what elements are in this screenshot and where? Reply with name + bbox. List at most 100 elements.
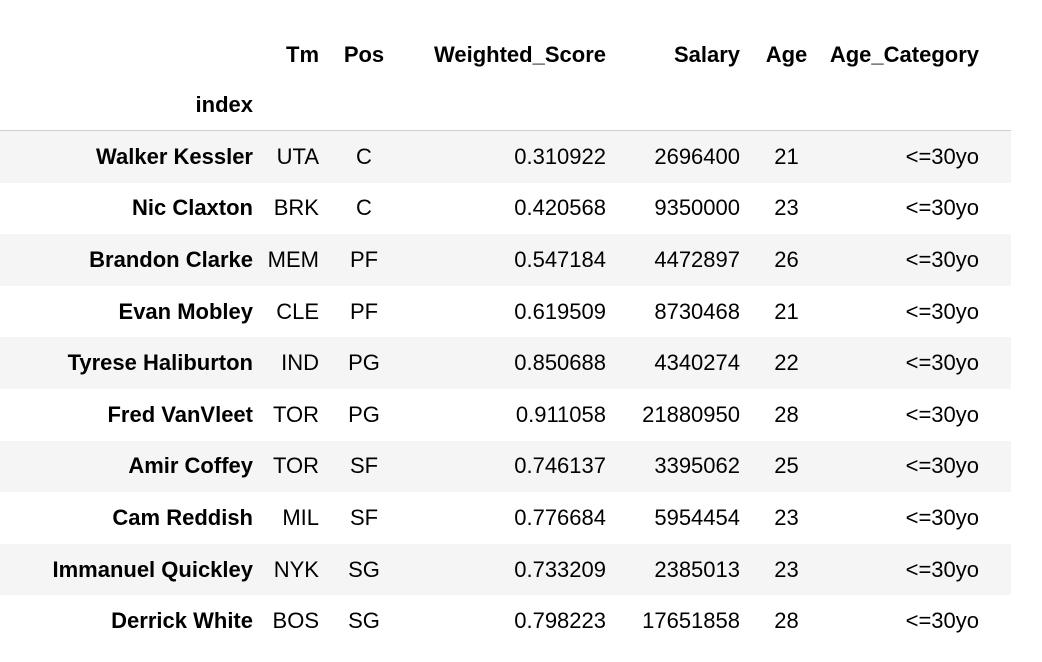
cell-tm: BRK [273,195,319,221]
row-index-label: Brandon Clarke [89,246,253,272]
index-header-empty [397,80,614,131]
cell-salary: 9350000 [654,195,740,221]
cell-tm: UTA [276,143,319,169]
table-row: Nic Claxton BRK C 0.420568 9350000 23 <=30yo [0,182,1011,235]
cell-age: 23 [774,556,799,582]
index-header-empty [752,80,821,131]
column-header-row: Tm Pos Weighted_Score Salary Age Age_Cat… [0,30,1011,80]
cell-salary: 4340274 [654,350,740,376]
row-index-label: Evan Mobley [118,298,253,324]
cell-salary: 21880950 [642,401,740,427]
cell-age-category: <=30yo [905,195,979,221]
cell-tm: IND [281,350,319,376]
cell-pos: C [356,143,372,169]
cell-pos: SG [348,608,380,634]
cell-weighted-score: 0.547184 [514,246,606,272]
cell-salary: 3395062 [654,453,740,479]
cell-weighted-score: 0.310922 [514,143,606,169]
cell-age-category: <=30yo [905,556,979,582]
cell-tm: MEM [267,246,319,272]
table-row: Immanuel Quickley NYK SG 0.733209 2385013 23 <… [0,543,1011,596]
cell-tm: MIL [282,504,319,530]
row-index-label: Amir Coffey [128,453,253,479]
table-row: Tyrese Haliburton IND PG 0.850688 4340274 22 <… [0,337,1011,389]
row-index-label: Cam Reddish [112,504,253,530]
row-index-label: Nic Claxton [131,195,253,221]
table-row: Fred VanVleet TOR PG 0.911058 21880950 28 <=30… [0,388,1011,441]
cell-weighted-score: 0.746137 [514,453,606,479]
cell-age-category: <=30yo [905,350,979,376]
header-blank [0,30,253,80]
index-header-empty [614,80,752,131]
cell-age-category: <=30yo [905,298,979,324]
cell-salary: 2385013 [654,556,740,582]
cell-pos: C [356,195,372,221]
cell-tm: BOS [272,608,319,634]
cell-age: 23 [774,504,799,530]
cell-salary: 5954454 [654,504,740,530]
cell-age: 21 [774,298,799,324]
cell-age-category: <=30yo [905,143,979,169]
cell-salary: 2696400 [654,143,740,169]
cell-age: 28 [774,401,799,427]
header-age: Age [765,42,808,67]
cell-pos: SG [348,556,380,582]
cell-salary: 8730468 [654,298,740,324]
cell-salary: 4472897 [654,246,740,272]
cell-weighted-score: 0.733209 [514,556,606,582]
index-header-row: index [0,80,1011,131]
cell-pos: SF [349,504,379,530]
table-row: Evan Mobley CLE PF 0.619509 8730468 21 <=30yo [0,285,1011,338]
cell-salary: 17651858 [642,608,740,634]
cell-tm: TOR [272,453,319,479]
cell-pos: PF [349,298,379,324]
header-weighted-score: Weighted_Score [434,42,606,67]
cell-pos: PF [349,246,379,272]
cell-age: 22 [774,350,799,376]
table-row: Amir Coffey TOR SF 0.746137 3395062 25 <=30yo [0,440,1011,493]
cell-pos: PG [348,350,380,376]
cell-weighted-score: 0.911058 [515,401,606,427]
row-index-label: Walker Kessler [96,143,253,169]
row-index-label: Fred VanVleet [107,401,253,427]
cell-pos: PG [348,401,380,427]
cell-weighted-score: 0.850688 [514,350,606,376]
cell-age-category: <=30yo [905,246,979,272]
cell-tm: TOR [272,401,319,427]
cell-age-category: <=30yo [905,608,979,634]
cell-weighted-score: 0.798223 [514,608,606,634]
table-header: Tm Pos Weighted_Score Salary Age Age_Cat… [0,30,1011,131]
cell-age-category: <=30yo [905,453,979,479]
cell-age: 26 [774,246,799,272]
header-salary: Salary [673,42,740,67]
row-index-label: Tyrese Haliburton [67,350,253,376]
header-age-category: Age_Category [829,42,979,67]
index-label: index [195,92,253,117]
cell-age: 23 [774,195,799,221]
table-row: Brandon Clarke MEM PF 0.547184 4472897 26 <=30… [0,234,1011,286]
cell-pos: SF [349,453,379,479]
header-pos: Pos [343,42,385,67]
table-body: Walker Kessler UTA C 0.310922 2696400 21 <=30y… [0,130,1011,647]
cell-weighted-score: 0.776684 [514,504,606,530]
cell-weighted-score: 0.420568 [514,195,606,221]
dataframe-table: Tm Pos Weighted_Score Salary Age Age_Cat… [0,30,1011,647]
table-row: Walker Kessler UTA C 0.310922 2696400 21 <=30y… [0,130,1011,183]
cell-age: 25 [774,453,799,479]
index-header-empty [821,80,1011,131]
index-header-empty [253,80,331,131]
index-header-empty [331,80,397,131]
cell-age-category: <=30yo [905,401,979,427]
cell-age: 21 [774,143,799,169]
header-tm: Tm [286,42,319,67]
table-row: Cam Reddish MIL SF 0.776684 5954454 23 <=30yo [0,492,1011,544]
cell-age: 28 [774,608,799,634]
row-index-label: Derrick White [111,608,253,634]
cell-age-category: <=30yo [905,504,979,530]
cell-tm: NYK [273,556,319,582]
cell-tm: CLE [276,298,319,324]
cell-weighted-score: 0.619509 [514,298,606,324]
row-index-label: Immanuel Quickley [52,556,253,582]
table-row: Derrick White BOS SG 0.798223 17651858 28 <=30… [0,595,1011,647]
